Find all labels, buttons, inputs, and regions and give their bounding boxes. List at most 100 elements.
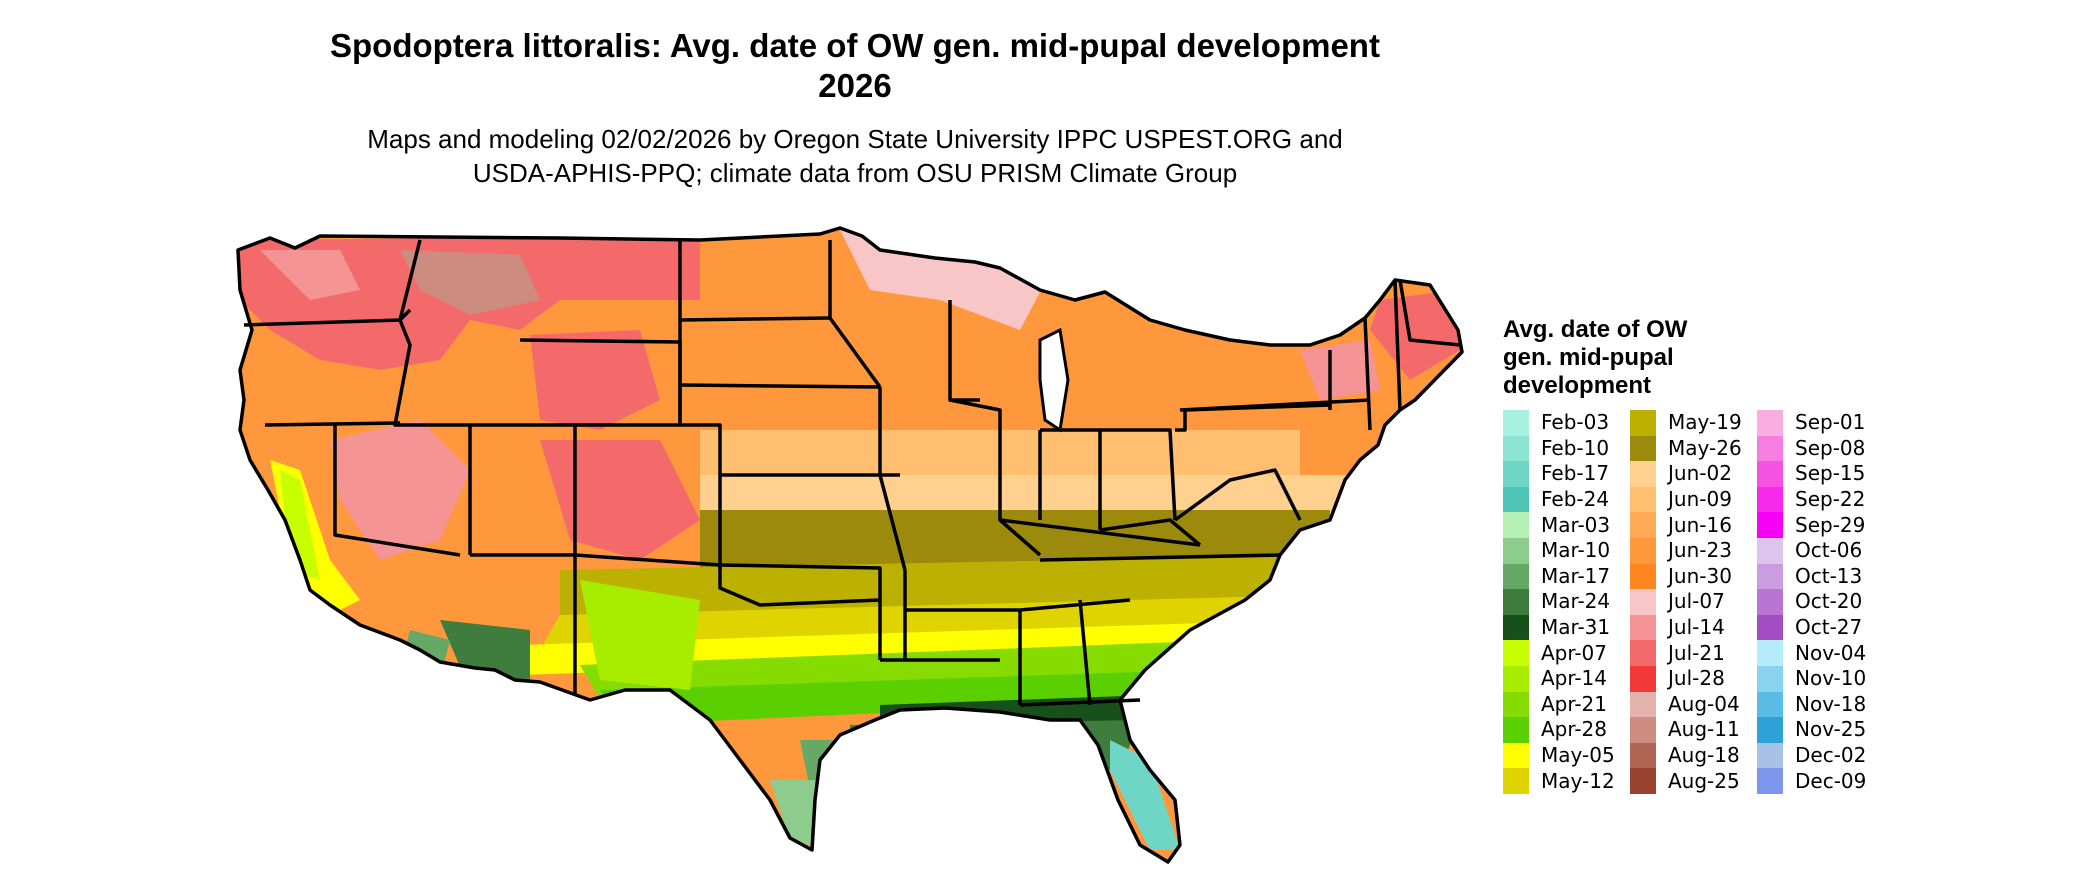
legend-swatch	[1757, 768, 1783, 794]
legend-label: Jul-28	[1668, 666, 1725, 691]
legend-swatch	[1503, 537, 1529, 564]
legend-label: Apr-28	[1541, 717, 1607, 742]
legend-item: Jul-14	[1630, 614, 1742, 641]
map-subtitle: Maps and modeling 02/02/2026 by Oregon S…	[240, 122, 1470, 190]
legend-label: Apr-14	[1541, 666, 1607, 691]
legend-label: Mar-10	[1541, 538, 1611, 563]
legend-item: Jun-16	[1630, 512, 1742, 538]
legend-label: Jun-09	[1668, 487, 1732, 512]
legend-label: Jul-21	[1668, 640, 1725, 665]
legend-swatch	[1503, 768, 1529, 794]
legend-label: May-12	[1541, 768, 1615, 793]
legend-swatch	[1503, 742, 1529, 769]
legend-label: Sep-22	[1795, 487, 1866, 512]
legend-item: Aug-18	[1630, 742, 1742, 769]
legend-swatch	[1630, 512, 1656, 538]
legend-swatch	[1757, 717, 1783, 743]
legend-swatch	[1503, 665, 1529, 692]
legend-item: Feb-10	[1503, 435, 1615, 462]
legend-item: Apr-07	[1503, 640, 1615, 666]
legend-swatch	[1503, 435, 1529, 462]
legend-label: Oct-27	[1795, 615, 1863, 640]
legend-swatch	[1757, 486, 1783, 513]
legend-label: Apr-07	[1541, 640, 1607, 665]
legend-swatch	[1503, 589, 1529, 615]
legend-swatch	[1503, 486, 1529, 513]
legend-swatch	[1503, 614, 1529, 641]
legend-label: Aug-18	[1668, 743, 1740, 768]
legend-item: Jun-30	[1630, 563, 1742, 590]
legend-swatch	[1503, 691, 1529, 718]
legend-label: Oct-06	[1795, 538, 1863, 563]
legend-item: May-05	[1503, 742, 1615, 769]
legend-swatch	[1757, 742, 1783, 769]
legend-title-line-1: Avg. date of OW	[1503, 316, 1688, 343]
map-title-line-1: Spodoptera littoralis: Avg. date of OW g…	[330, 27, 1380, 64]
legend-swatch	[1630, 691, 1656, 718]
legend-item: Mar-24	[1503, 589, 1615, 615]
legend-item: Jun-23	[1630, 537, 1742, 564]
legend-item: Sep-08	[1757, 435, 1866, 462]
legend-swatch	[1757, 563, 1783, 590]
legend-item: Mar-31	[1503, 614, 1615, 641]
legend-swatch	[1630, 742, 1656, 769]
legend-item: Jun-02	[1630, 461, 1742, 487]
legend-item: Jul-21	[1630, 640, 1742, 666]
legend-item: Sep-15	[1757, 461, 1866, 487]
legend-label: Nov-04	[1795, 640, 1867, 665]
legend-item: Aug-11	[1630, 717, 1742, 743]
legend-column: May-19 May-26 Jun-02 Jun-09 Jun-16 Jun-23 Jun-…	[1630, 410, 1742, 794]
legend-item: Nov-18	[1757, 691, 1867, 718]
legend-item: Apr-28	[1503, 717, 1615, 743]
legend-label: Jun-23	[1668, 538, 1732, 563]
legend-item: Oct-20	[1757, 589, 1866, 615]
legend-swatch	[1630, 717, 1656, 743]
legend-item: Mar-10	[1503, 537, 1615, 564]
legend-label: Jul-14	[1668, 615, 1725, 640]
legend-swatch	[1630, 665, 1656, 692]
legend-label: Aug-11	[1668, 717, 1740, 742]
legend-swatch	[1757, 665, 1783, 692]
legend-item: Sep-29	[1757, 512, 1866, 538]
legend-label: Oct-13	[1795, 563, 1863, 588]
legend-item: Mar-17	[1503, 563, 1615, 590]
legend-label: Mar-31	[1541, 615, 1611, 640]
legend-swatch	[1630, 486, 1656, 513]
legend-swatch	[1757, 640, 1783, 666]
legend-item: Nov-04	[1757, 640, 1866, 666]
legend-label: Jun-02	[1668, 461, 1732, 486]
legend-item: Dec-02	[1757, 742, 1866, 769]
legend-column: Feb-03 Feb-10 Feb-17 Feb-24 Mar-03 Mar-10 Mar-…	[1503, 410, 1615, 794]
legend-swatch	[1503, 461, 1529, 487]
legend-swatch	[1630, 589, 1656, 615]
legend-label: Aug-04	[1668, 691, 1740, 716]
state-boundaries	[236, 226, 1464, 864]
legend-label: Nov-10	[1795, 666, 1867, 691]
legend-swatch	[1757, 410, 1783, 436]
legend-item: Nov-10	[1757, 665, 1867, 692]
map-title: Spodoptera littoralis: Avg. date of OW g…	[240, 26, 1470, 106]
legend-label: Sep-29	[1795, 512, 1866, 537]
legend-label: Feb-24	[1541, 487, 1610, 512]
legend-item: Oct-06	[1757, 537, 1866, 564]
legend-item: Feb-17	[1503, 461, 1615, 487]
legend-item: Apr-21	[1503, 691, 1615, 718]
legend-swatch	[1630, 768, 1656, 794]
legend-label: Nov-18	[1795, 691, 1867, 716]
legend-label: Jun-30	[1668, 563, 1732, 588]
legend-item: Feb-24	[1503, 486, 1615, 513]
legend-swatch	[1503, 640, 1529, 666]
legend-label: May-19	[1668, 410, 1742, 435]
legend-item: Sep-22	[1757, 486, 1866, 513]
map-title-line-2: 2026	[818, 67, 892, 104]
legend-column: Sep-01 Sep-08 Sep-15 Sep-22 Sep-29 Oct-06 Oct-…	[1757, 410, 1866, 794]
legend-item: May-19	[1630, 410, 1742, 436]
legend-item: Dec-09	[1757, 768, 1866, 794]
map-subtitle-line-2: USDA-APHIS-PPQ; climate data from OSU PR…	[472, 158, 1238, 188]
legend-swatch	[1757, 512, 1783, 538]
legend-label: Dec-09	[1795, 768, 1867, 793]
legend-label: Apr-21	[1541, 691, 1607, 716]
legend-item: Oct-13	[1757, 563, 1866, 590]
legend-label: Mar-24	[1541, 589, 1611, 614]
legend-item: Sep-01	[1757, 410, 1866, 436]
